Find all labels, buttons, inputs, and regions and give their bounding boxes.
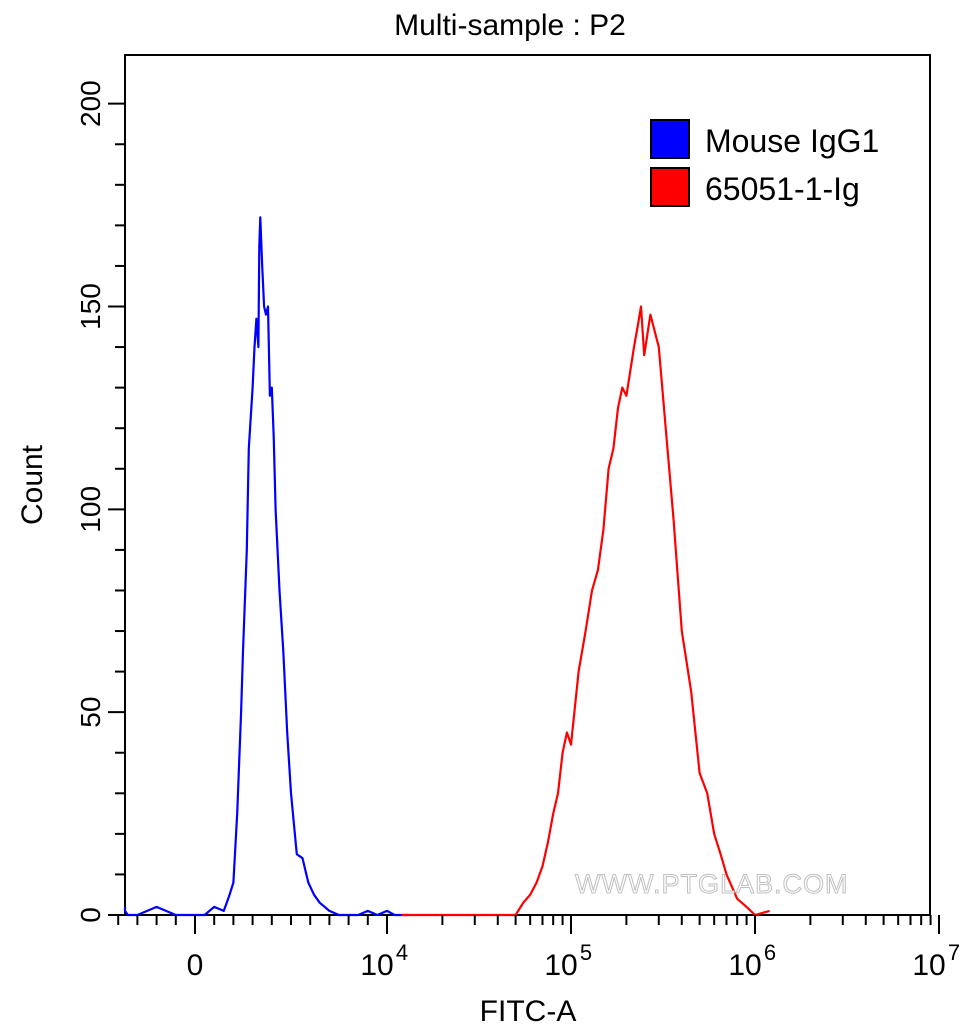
x-tick-label: 10 6 (728, 940, 776, 982)
y-axis: 0 50 100 150 200 (75, 80, 125, 923)
x-axis: 0 10 4 10 5 10 6 10 7 (117, 915, 960, 982)
x-axis-label: FITC-A (480, 995, 577, 1028)
x-tick-label: 10 7 (912, 940, 960, 982)
series-line (123, 216, 408, 917)
y-tick-label: 100 (75, 486, 106, 533)
y-tick-label: 50 (75, 697, 106, 728)
y-axis-label: Count (16, 444, 49, 525)
y-tick-label: 0 (75, 907, 106, 923)
svg-text:6: 6 (764, 940, 776, 965)
x-tick-label: 10 5 (544, 940, 592, 982)
svg-text:0: 0 (187, 949, 204, 982)
svg-text:10: 10 (360, 949, 393, 982)
chart-title: Multi-sample : P2 (394, 9, 626, 42)
svg-text:10: 10 (912, 949, 945, 982)
legend: Mouse IgG1 65051-1-Ig (650, 119, 879, 207)
svg-text:10: 10 (728, 949, 761, 982)
svg-text:10: 10 (544, 949, 577, 982)
svg-text:4: 4 (396, 940, 408, 965)
x-tick-label: 10 4 (360, 940, 408, 982)
plot-frame (124, 54, 931, 916)
legend-label: Mouse IgG1 (705, 123, 879, 159)
x-tick-label: 0 (187, 949, 204, 982)
legend-swatch (650, 119, 690, 159)
watermark: WWW.PTGLAB.COM (575, 869, 849, 899)
series-layer (123, 216, 770, 917)
legend-label: 65051-1-Ig (705, 171, 860, 207)
legend-swatch (650, 167, 690, 207)
svg-text:7: 7 (948, 940, 960, 965)
y-tick-label: 150 (75, 283, 106, 330)
y-tick-label: 200 (75, 80, 106, 127)
svg-text:5: 5 (580, 940, 592, 965)
series-line (401, 305, 770, 917)
